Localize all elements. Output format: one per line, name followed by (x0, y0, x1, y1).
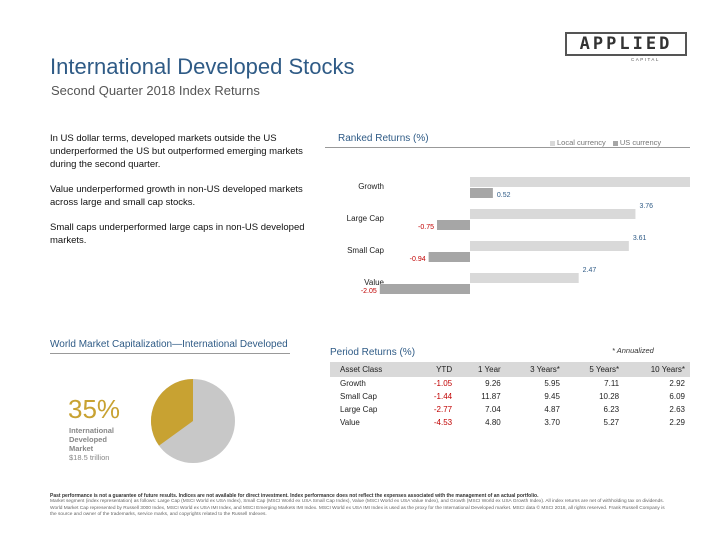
table-header-row: Asset Class YTD 1 Year 3 Years* 5 Years*… (330, 362, 690, 377)
col-header: 10 Years* (624, 362, 690, 377)
legend-swatch-us (612, 140, 618, 146)
market-cap-description: International Developed Market $18.5 tri… (69, 426, 139, 462)
market-cap-label-line: Developed (69, 435, 107, 444)
market-cap-rule (50, 353, 290, 354)
commentary-paragraph: In US dollar terms, developed markets ou… (50, 133, 303, 170)
table-cell: 4.80 (485, 418, 501, 427)
category-label: Value (364, 278, 384, 287)
market-cap-label-line: Market (69, 444, 94, 453)
table-cell: 9.45 (544, 392, 560, 401)
table-cell: 5.27 (603, 418, 620, 427)
table-cell: 2.92 (669, 379, 685, 388)
chart-legend: Local currency US currency (545, 138, 661, 147)
table-row: Value -4.53 4.80 3.70 5.27 2.29 (330, 416, 690, 429)
col-header: 1 Year (457, 362, 506, 377)
legend-swatch-local (550, 140, 555, 146)
table-cell: Growth (340, 379, 366, 388)
market-cap-value: $18.5 trillion (69, 453, 110, 462)
table-cell: 2.29 (669, 418, 685, 427)
pie-slice-international (151, 379, 193, 446)
table-cell: 11.87 (481, 392, 501, 401)
data-label-local: 3.76 (639, 203, 653, 210)
market-cap-title: World Market Capitalization—Internationa… (50, 339, 288, 350)
table-row: Small Cap -1.44 11.87 9.45 10.28 6.09 (330, 390, 690, 403)
bar-us (470, 188, 493, 198)
legend-us: US currency (619, 138, 662, 147)
table-cell: -1.44 (433, 392, 453, 401)
logo-subtext: CAPITAL (631, 57, 660, 62)
page-subtitle: Second Quarter 2018 Index Returns (51, 83, 260, 98)
table-cell: 4.87 (544, 405, 560, 414)
table-cell: Value (340, 418, 360, 427)
market-cap-pie (151, 379, 235, 463)
table-cell: 3.70 (544, 418, 560, 427)
category-label: Large Cap (347, 214, 385, 223)
col-header: 3 Years* (505, 362, 565, 377)
disclaimer: Past performance is not a guarantee of f… (50, 493, 665, 519)
col-header: YTD (415, 362, 458, 377)
disclaimer-lead: Past performance is not a guarantee of f… (50, 493, 539, 499)
market-cap-percent: 35% (68, 394, 121, 424)
data-label-local: 2.47 (583, 267, 597, 274)
data-label-us: -2.05 (361, 288, 377, 295)
table-cell: Large Cap (340, 405, 378, 414)
annualized-note: * Annualized (612, 346, 654, 355)
bar-local (470, 241, 629, 251)
disclaimer-body: Market segment (index representation) as… (50, 499, 665, 518)
commentary: In US dollar terms, developed markets ou… (50, 132, 305, 259)
data-label-local: 3.61 (633, 235, 647, 242)
col-header: Asset Class (330, 362, 416, 377)
commentary-paragraph: Small caps underperformed large caps in … (50, 222, 305, 246)
logo-wordmark: APPLIED (565, 32, 687, 56)
data-label-us: -0.94 (410, 256, 426, 263)
bar-us (379, 284, 470, 294)
ranked-returns-title: Ranked Returns (%) (338, 133, 429, 144)
table-cell: Small Cap (340, 392, 377, 401)
col-header: 5 Years* (564, 362, 625, 377)
applied-capital-logo: APPLIED CAPITAL (565, 32, 691, 62)
table-cell: 9.26 (485, 379, 501, 388)
page-title: International Developed Stocks (50, 54, 355, 79)
table-cell: 5.95 (544, 379, 560, 388)
table-row: Growth -1.05 9.26 5.95 7.11 2.92 (330, 377, 690, 390)
bar-us (437, 220, 470, 230)
legend-local: Local currency (557, 138, 606, 147)
category-label: Small Cap (347, 246, 384, 255)
table-cell: 6.23 (603, 405, 620, 414)
period-returns-title: Period Returns (%) (330, 347, 416, 358)
data-label-us: 0.52 (497, 192, 511, 199)
bar-local (470, 209, 636, 219)
ranked-returns-rule (325, 147, 690, 148)
table-cell: 7.11 (604, 379, 620, 388)
bar-us (428, 252, 470, 262)
table-cell: -2.77 (433, 405, 453, 414)
bar-local (470, 177, 690, 187)
category-label: Growth (358, 182, 384, 191)
table-cell: -4.53 (433, 418, 453, 427)
bar-local (470, 273, 579, 283)
table-cell: -1.05 (433, 379, 453, 388)
market-cap-label-line: International (69, 426, 115, 435)
commentary-paragraph: Value underperformed growth in non-US de… (50, 184, 303, 208)
table-cell: 6.09 (669, 392, 685, 401)
table-cell: 2.63 (669, 405, 685, 414)
table-cell: 7.04 (485, 405, 501, 414)
data-label-us: -0.75 (418, 224, 434, 231)
table-cell: 10.28 (599, 392, 620, 401)
period-returns-table: Asset Class YTD 1 Year 3 Years* 5 Years*… (330, 362, 690, 429)
table-row: Large Cap -2.77 7.04 4.87 6.23 2.63 (330, 403, 690, 416)
